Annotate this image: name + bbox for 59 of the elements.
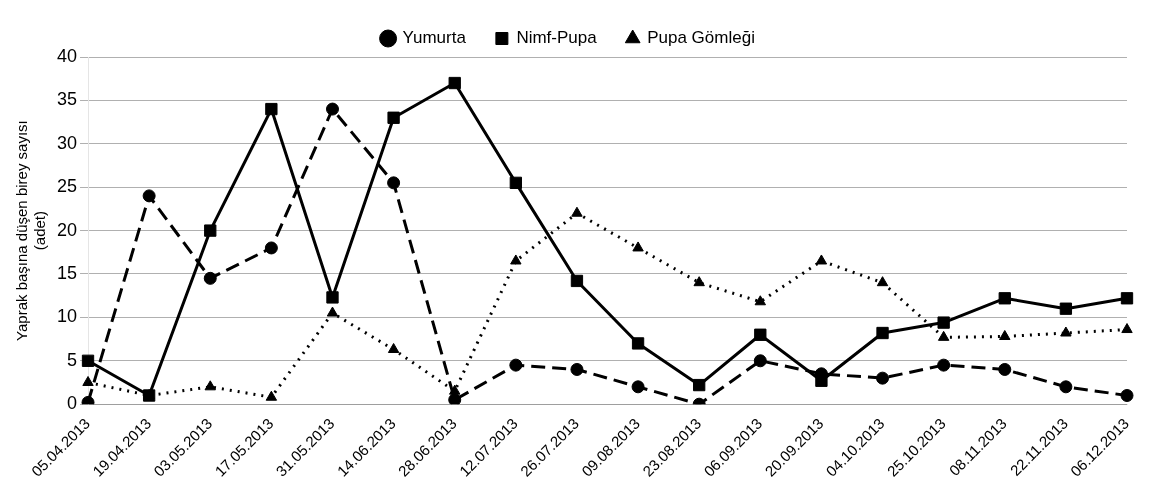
point — [387, 111, 400, 124]
legend-label: Nimf-Pupa — [516, 28, 598, 48]
point — [937, 316, 950, 329]
point — [570, 274, 584, 288]
point — [509, 176, 522, 190]
y-tick-label: 10 — [56, 306, 78, 327]
point — [754, 295, 766, 306]
point — [632, 241, 644, 252]
point — [510, 254, 522, 265]
y-tick-label: 30 — [56, 132, 78, 153]
point — [387, 176, 401, 190]
point — [693, 276, 705, 287]
point — [1059, 380, 1073, 394]
y-axis-title: Yaprak başına düşen birey sayısı (adet) — [13, 120, 49, 341]
point — [265, 102, 278, 116]
point — [754, 328, 767, 341]
point — [998, 362, 1012, 376]
point — [387, 343, 400, 354]
point — [326, 291, 339, 304]
point — [570, 362, 584, 376]
point — [82, 375, 94, 386]
point — [693, 378, 706, 392]
point — [999, 329, 1011, 340]
point — [204, 380, 216, 391]
point — [1121, 323, 1133, 334]
point — [631, 337, 645, 350]
y-tick-label: 15 — [56, 262, 78, 283]
y-tick-label: 5 — [67, 349, 78, 370]
point — [1060, 326, 1072, 337]
point — [876, 276, 889, 287]
legend-label: Yumurta — [402, 28, 467, 48]
y-tick-label: 0 — [67, 393, 78, 414]
point — [815, 254, 828, 265]
point — [876, 371, 890, 385]
point — [631, 380, 645, 394]
point — [937, 358, 951, 372]
point — [509, 358, 523, 372]
point — [204, 224, 217, 237]
point — [1120, 292, 1134, 305]
point — [264, 241, 278, 255]
y-tick-label: 20 — [56, 219, 78, 240]
point — [265, 390, 278, 401]
y-tick-label: 25 — [56, 176, 78, 197]
point — [448, 393, 462, 405]
point — [325, 102, 339, 116]
point — [571, 206, 583, 217]
point — [203, 271, 217, 285]
y-tick-label: 35 — [56, 89, 78, 110]
point — [937, 330, 950, 341]
point — [142, 189, 156, 203]
point — [326, 306, 339, 317]
legend-label: Pupa Gömleği — [647, 28, 755, 48]
point — [1120, 389, 1134, 403]
y-tick-label: 40 — [56, 45, 78, 66]
point — [448, 76, 461, 90]
point — [753, 354, 767, 368]
point — [876, 326, 889, 340]
point — [1059, 302, 1073, 315]
point — [998, 292, 1011, 305]
